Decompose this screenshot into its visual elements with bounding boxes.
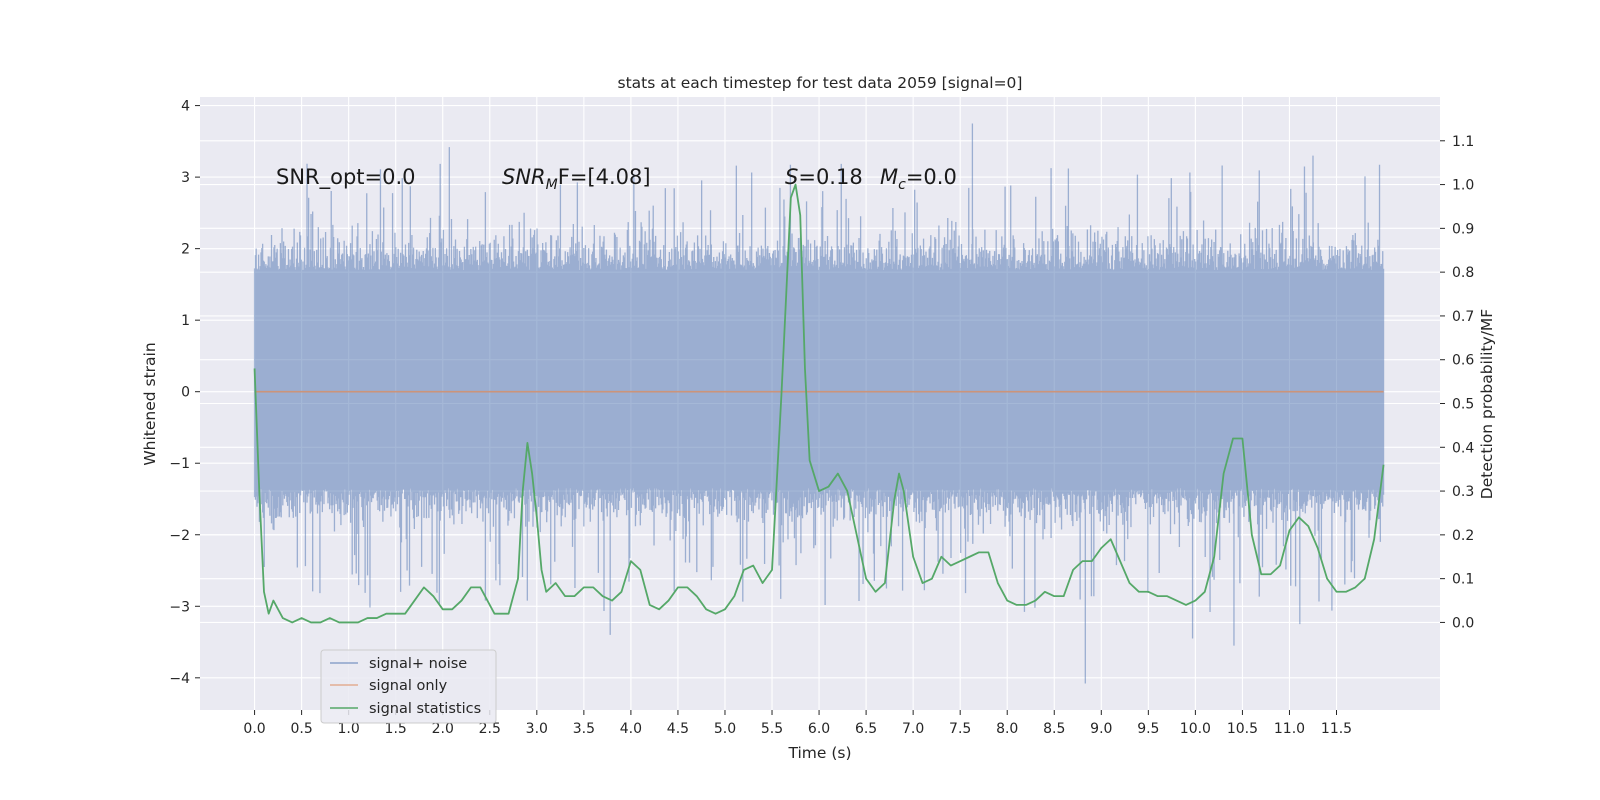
y-tick-label: −1 bbox=[169, 456, 190, 472]
y-tick-label: 0 bbox=[181, 385, 190, 401]
x-tick-label: 0.5 bbox=[290, 721, 312, 737]
x-tick-label: 6.5 bbox=[855, 721, 877, 737]
x-tick-label: 5.0 bbox=[714, 721, 736, 737]
annotation-snr-subscript: M bbox=[546, 177, 558, 193]
annotation-snr-mf: SNRMF=[4.08] bbox=[502, 165, 651, 193]
x-tick-label: 10.0 bbox=[1180, 721, 1211, 737]
legend-label-signal-statistics: signal statistics bbox=[369, 701, 481, 717]
x-tick-label: 2.0 bbox=[432, 721, 454, 737]
y-axis-label: Whitened strain bbox=[141, 342, 159, 465]
right-y-tick-label: 1.1 bbox=[1452, 134, 1474, 150]
right-y-tick-label: 0.2 bbox=[1452, 528, 1474, 544]
annotation-s: S=0.18 bbox=[785, 165, 863, 189]
right-y-tick-label: 0.9 bbox=[1452, 221, 1474, 237]
right-y-tick-label: 0.5 bbox=[1452, 397, 1474, 413]
x-tick-label: 1.5 bbox=[385, 721, 407, 737]
x-tick-label: 1.0 bbox=[338, 721, 360, 737]
annotation-mc: Mc=0.0 bbox=[880, 165, 957, 193]
legend-label-signal-noise: signal+ noise bbox=[369, 656, 467, 672]
x-tick-label: 9.5 bbox=[1137, 721, 1159, 737]
right-y-axis-label: Detection probability/MF bbox=[1478, 309, 1496, 500]
annotation-snr-value: F=[4.08] bbox=[558, 165, 651, 189]
x-tick-label: 8.5 bbox=[1043, 721, 1065, 737]
legend: signal+ noise signal only signal statist… bbox=[320, 649, 497, 724]
signal-statistics-series bbox=[253, 183, 1385, 624]
x-tick-label: 6.0 bbox=[808, 721, 830, 737]
x-tick-label: 2.5 bbox=[479, 721, 501, 737]
right-y-tick-label: 0.1 bbox=[1452, 572, 1474, 588]
legend-box bbox=[320, 649, 497, 724]
right-y-tick-label: 0.8 bbox=[1452, 265, 1474, 281]
annotation-mc-subscript: c bbox=[898, 177, 906, 193]
annotation-mc-value: =0.0 bbox=[906, 165, 957, 189]
legend-label-signal-only: signal only bbox=[369, 678, 448, 694]
x-tick-label: 3.5 bbox=[573, 721, 595, 737]
y-tick-label: 2 bbox=[181, 242, 190, 258]
x-tick-label: 9.0 bbox=[1090, 721, 1112, 737]
x-tick-label: 8.0 bbox=[996, 721, 1018, 737]
y-axis-ticks: −4 −3 −2 −1 0 1 2 3 4 bbox=[169, 99, 200, 687]
right-y-tick-label: 0.3 bbox=[1452, 484, 1474, 500]
right-y-tick-label: 0.0 bbox=[1452, 615, 1474, 631]
y-tick-label: 1 bbox=[181, 313, 190, 329]
x-tick-label: 7.0 bbox=[902, 721, 924, 737]
annotation-snr-opt: SNR_opt=0.0 bbox=[276, 165, 416, 190]
x-tick-label: 11.0 bbox=[1274, 721, 1305, 737]
chart-title: stats at each timestep for test data 205… bbox=[618, 74, 1023, 92]
right-y-tick-label: 1.0 bbox=[1452, 178, 1474, 194]
annotation-snr-symbol: SNR bbox=[502, 165, 546, 189]
annotation-s-value: =0.18 bbox=[798, 165, 862, 189]
right-y-tick-label: 0.7 bbox=[1452, 309, 1474, 325]
x-tick-label: 4.0 bbox=[620, 721, 642, 737]
signal-statistics-line bbox=[253, 183, 1385, 624]
x-tick-label: 0.0 bbox=[243, 721, 265, 737]
x-tick-label: 3.0 bbox=[526, 721, 548, 737]
right-y-tick-label: 0.4 bbox=[1452, 440, 1474, 456]
x-axis-ticks: 0.0 0.5 1.0 1.5 2.0 2.5 3.0 3.5 4.0 4.5 5.0 5.5 6.0 6… bbox=[243, 710, 1352, 737]
annotation-s-symbol: S bbox=[785, 165, 798, 189]
y-tick-label: 4 bbox=[181, 99, 190, 115]
right-y-axis-ticks: 0.0 0.1 0.2 0.3 0.4 0.5 0.6 0.7 0.8 0.9 1.0 1.1 bbox=[1440, 134, 1474, 631]
x-tick-label: 7.5 bbox=[949, 721, 971, 737]
x-tick-label: 4.5 bbox=[667, 721, 689, 737]
x-tick-label: 11.5 bbox=[1321, 721, 1352, 737]
y-tick-label: 3 bbox=[181, 170, 190, 186]
x-axis-label: Time (s) bbox=[787, 744, 851, 762]
x-tick-label: 5.5 bbox=[761, 721, 783, 737]
annotation-mc-symbol: M bbox=[880, 165, 898, 189]
x-tick-label: 10.5 bbox=[1227, 721, 1258, 737]
y-tick-label: −4 bbox=[169, 671, 190, 687]
y-tick-label: −3 bbox=[169, 599, 190, 615]
y-tick-label: −2 bbox=[169, 528, 190, 544]
right-y-tick-label: 0.6 bbox=[1452, 353, 1474, 369]
